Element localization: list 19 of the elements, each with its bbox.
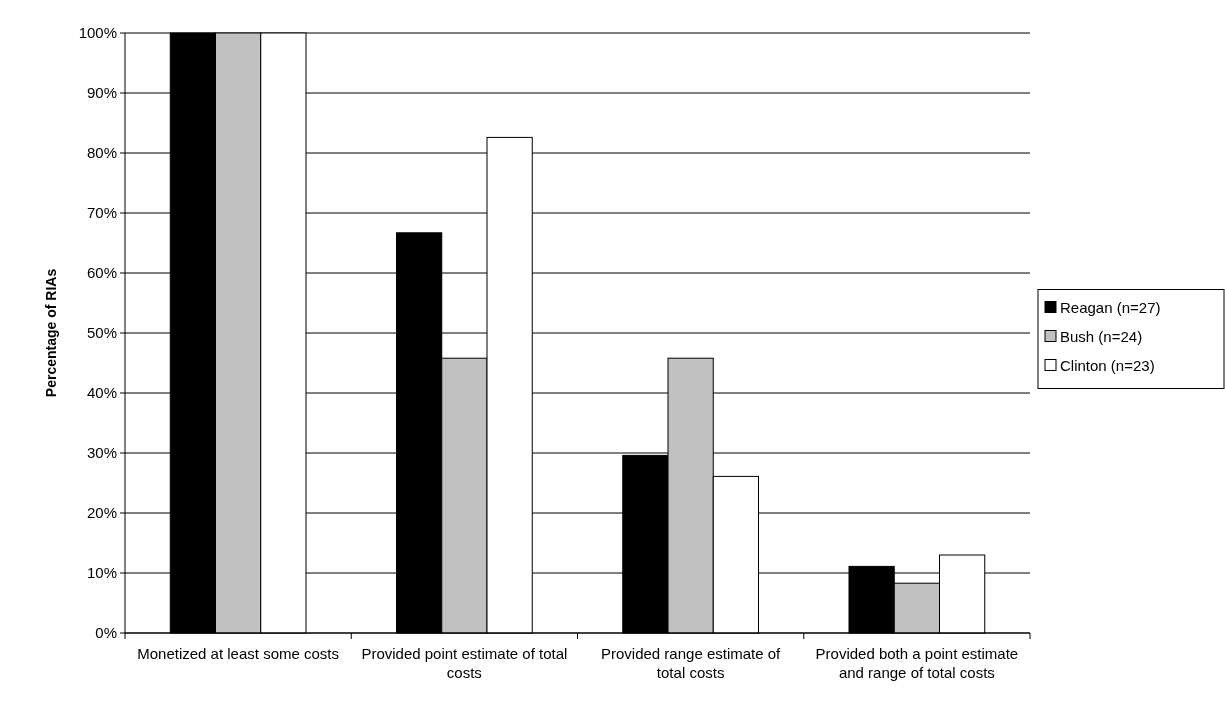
y-tick-label: 20% — [86, 504, 117, 522]
y-tick-label: 100% — [78, 24, 117, 42]
y-tick-label: 70% — [86, 204, 117, 222]
y-tick-label: 50% — [86, 324, 117, 342]
legend-label: Reagan (n=27) — [1060, 298, 1161, 316]
y-tick-label: 80% — [86, 144, 117, 162]
y-tick-label: 90% — [86, 84, 117, 102]
x-tick-label: Provided range estimate of total costs — [600, 645, 782, 681]
x-tick-label: Provided both a point estimate and range of total costs — [815, 645, 1019, 681]
x-tick-label: Provided point estimate of total costs — [361, 645, 568, 681]
legend-label: Bush (n=24) — [1060, 327, 1143, 345]
legend-label: Clinton (n=23) — [1060, 356, 1155, 374]
y-tick-label: 40% — [86, 384, 117, 402]
y-tick-label: 0% — [95, 624, 117, 642]
y-tick-label: 10% — [86, 564, 117, 582]
y-tick-label: 60% — [86, 264, 117, 282]
x-tick-label: Monetized at least some costs — [137, 645, 340, 662]
y-axis-title: Percentage of RIAs — [43, 268, 59, 398]
y-tick-label: 30% — [86, 444, 117, 462]
